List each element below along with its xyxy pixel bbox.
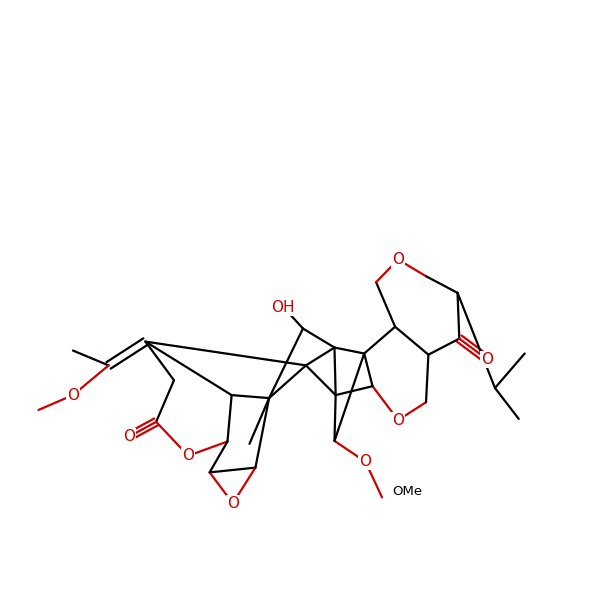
Text: OMe: OMe [393,485,423,498]
Text: O: O [67,388,79,403]
Text: O: O [227,496,239,511]
Text: O: O [123,429,135,444]
Text: O: O [182,448,194,463]
Text: OH: OH [272,299,295,314]
Text: O: O [392,252,404,267]
Text: O: O [359,454,371,469]
Text: O: O [481,352,493,367]
Text: O: O [392,413,404,428]
